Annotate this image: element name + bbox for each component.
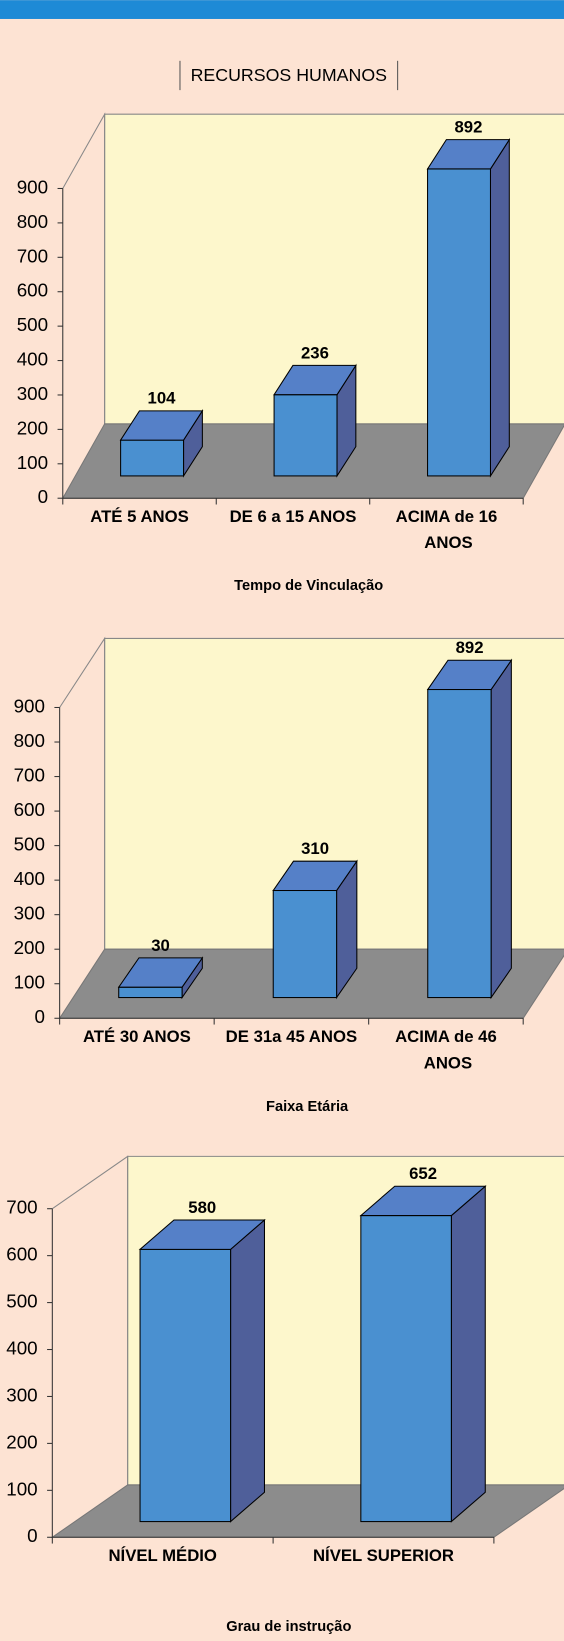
y-tick-label: 500 (14, 834, 45, 855)
x-axis-title: Faixa Etária (266, 1099, 349, 1115)
x-tick-label: DE 6 a 15 ANOS (230, 508, 357, 527)
x-tick-label: NÍVEL MÉDIO (108, 1547, 216, 1566)
value-label: 892 (454, 118, 482, 137)
bar-top (272, 860, 358, 892)
bar-top (426, 139, 511, 170)
y-tick-label: 700 (17, 245, 48, 266)
bar (427, 689, 492, 999)
y-tick-label: 100 (14, 972, 45, 993)
y-tick-label: 600 (14, 799, 45, 820)
y-tick-label: 0 (27, 1525, 37, 1546)
y-tick-label: 600 (6, 1244, 37, 1265)
x-tick-label: ACIMA de 46 ANOS (395, 1028, 497, 1073)
y-tick-label: 100 (17, 452, 48, 473)
x-axis-title: Tempo de Vinculação (234, 578, 383, 594)
y-tick-label: 200 (17, 417, 48, 438)
side-wall (59, 636, 106, 950)
value-label: 892 (456, 638, 484, 657)
y-tick-label: 0 (38, 486, 48, 507)
side-wall (62, 112, 106, 424)
y-tick-label: 400 (17, 349, 48, 370)
y-tick-label: 0 (35, 1006, 45, 1027)
x-tick-label: DE 31a 45 ANOS (226, 1028, 357, 1047)
x-tick-label: ATÉ 5 ANOS (90, 508, 189, 527)
y-tick-label: 500 (6, 1291, 37, 1312)
side-wall (52, 1155, 129, 1485)
bar-top (359, 1185, 487, 1217)
bar-side (489, 137, 510, 478)
y-tick-label: 500 (17, 314, 48, 335)
bar (272, 889, 338, 999)
bar (427, 168, 491, 477)
x-axis-title: Grau de instrução (226, 1619, 351, 1635)
y-tick-label: 100 (6, 1478, 37, 1499)
bar (139, 1248, 232, 1523)
y-tick-label: 400 (6, 1337, 37, 1358)
bar (118, 986, 183, 999)
y-tick-label: 200 (6, 1431, 37, 1452)
y-tick-label: 900 (14, 695, 45, 716)
x-tick-label: NÍVEL SUPERIOR (313, 1547, 454, 1566)
y-tick-label: 400 (14, 868, 45, 889)
value-label: 30 (151, 936, 170, 955)
bar (273, 394, 338, 477)
bar-side (230, 1218, 266, 1523)
x-tick-label: ACIMA de 16 ANOS (396, 508, 498, 553)
bar-top (117, 957, 204, 988)
y-tick-label: 700 (6, 1197, 37, 1218)
y-tick-label: 300 (17, 383, 48, 404)
bar-top (138, 1219, 266, 1250)
y-tick-label: 600 (17, 280, 48, 301)
y-tick-label: 900 (17, 176, 48, 197)
header-title: RECURSOS HUMANOS (191, 65, 388, 85)
floor (50, 1484, 564, 1538)
bar-side (490, 658, 512, 1000)
bar-top (119, 410, 204, 441)
x-tick-label: ATÉ 30 ANOS (83, 1028, 191, 1047)
top-bar (0, 0, 564, 19)
value-label: 236 (301, 343, 329, 362)
y-tick-label: 200 (14, 937, 45, 958)
y-tick-label: 300 (6, 1384, 37, 1405)
bar (360, 1215, 452, 1523)
bar-side (450, 1185, 486, 1523)
bar (120, 439, 185, 477)
y-tick-label: 300 (14, 903, 45, 924)
y-tick-label: 800 (17, 211, 48, 232)
value-label: 104 (148, 389, 177, 408)
value-label: 310 (301, 839, 329, 858)
value-label: 652 (409, 1164, 437, 1183)
bar-top (273, 364, 357, 396)
bar-top (426, 659, 513, 691)
value-label: 580 (188, 1198, 216, 1217)
y-tick-label: 700 (14, 765, 45, 786)
y-tick-label: 800 (14, 730, 45, 751)
